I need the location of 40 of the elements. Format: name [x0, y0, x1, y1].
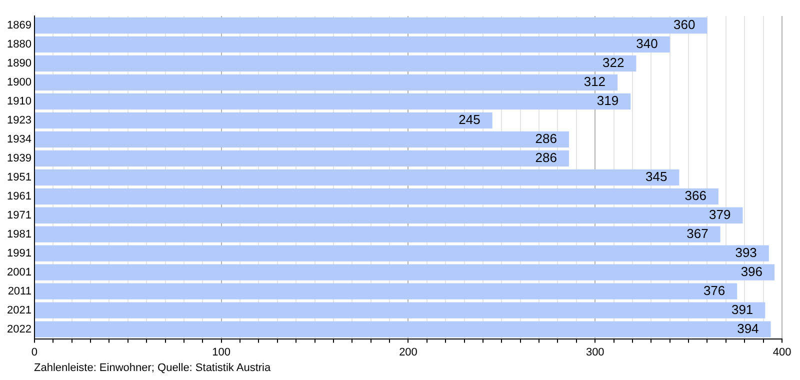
data-label: 245 — [458, 112, 480, 128]
data-label: 312 — [584, 74, 606, 90]
y-tick-label: 1869 — [6, 20, 32, 32]
y-tick-label: 1961 — [6, 190, 32, 202]
data-label: 394 — [737, 320, 759, 336]
y-tick-label: 1923 — [6, 114, 32, 126]
y-tick-label: 1934 — [6, 133, 32, 146]
y-tick-label: 1971 — [6, 209, 32, 222]
data-label: 366 — [684, 188, 706, 203]
data-label: 319 — [596, 93, 619, 108]
x-tick-label: 200 — [399, 346, 418, 358]
data-label: 360 — [674, 17, 696, 32]
y-tick-label: 1900 — [6, 76, 32, 88]
y-tick-label: 1880 — [6, 38, 32, 51]
data-label: 322 — [602, 55, 624, 70]
y-tick-label: 1890 — [6, 58, 32, 70]
y-tick-label: 1981 — [6, 228, 32, 240]
data-label: 393 — [735, 244, 757, 260]
data-label: 391 — [731, 302, 754, 317]
data-label: 345 — [646, 168, 668, 184]
y-tick-label: 1910 — [6, 95, 32, 108]
y-tick-label: 2001 — [6, 266, 32, 278]
text: Zahlenleiste: Einwohner; Quelle: Statistik Austria — [34, 362, 271, 374]
y-tick-label: 2011 — [8, 285, 32, 298]
y-tick-label: 1939 — [6, 152, 32, 164]
y-tick-label: 1991 — [6, 247, 32, 260]
data-label: 367 — [686, 226, 708, 241]
y-tick-label: 1951 — [6, 171, 32, 184]
x-tick-label: 400 — [772, 346, 792, 358]
data-label: 286 — [535, 150, 557, 165]
x-tick-label: 300 — [586, 346, 604, 358]
x-tick-label: 0 — [31, 346, 38, 358]
data-label: 376 — [703, 282, 726, 298]
y-tick-label: 2021 — [6, 304, 32, 316]
data-label: 396 — [740, 264, 763, 279]
data-label: 286 — [535, 131, 557, 146]
x-tick-label: 100 — [212, 346, 231, 358]
y-tick-label: 2022 — [6, 323, 32, 336]
data-label: 340 — [636, 36, 658, 52]
data-label: 379 — [709, 206, 731, 222]
